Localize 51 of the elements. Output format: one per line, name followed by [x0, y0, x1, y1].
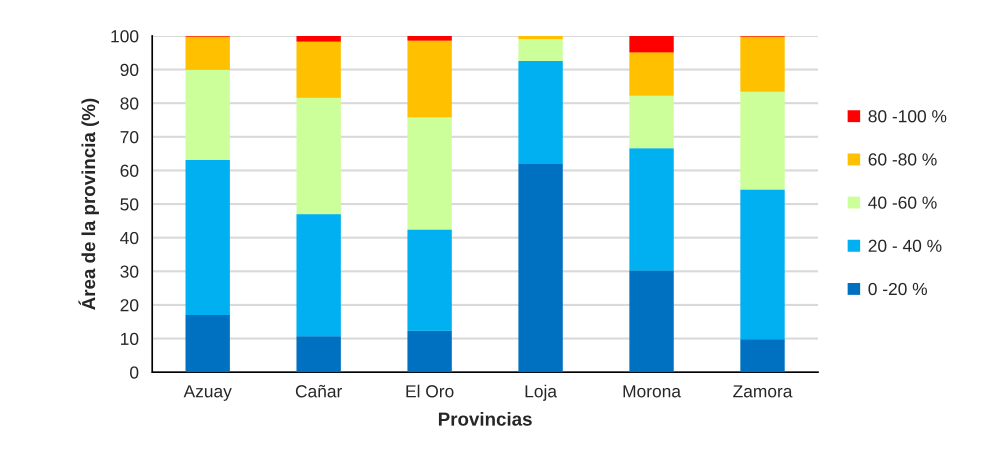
bar — [296, 36, 341, 42]
legend-label: 40 -60 % — [868, 196, 937, 209]
x-tick-label: El Oro — [406, 384, 454, 398]
y-tick-label: 30 — [120, 265, 138, 278]
bar — [296, 336, 341, 372]
bar — [296, 42, 341, 98]
bar — [518, 36, 563, 40]
bar — [518, 164, 563, 372]
bar — [629, 148, 674, 271]
bar — [296, 214, 341, 336]
bar — [740, 36, 785, 92]
legend-label: 0 -20 % — [868, 282, 927, 296]
y-tick-label: 70 — [120, 130, 138, 144]
y-tick-label: 0 — [130, 366, 138, 379]
bar — [629, 96, 674, 148]
y-tick-label: 50 — [120, 198, 138, 211]
bar — [186, 36, 230, 70]
bar — [740, 190, 785, 340]
legend-label: 60 -80 % — [868, 153, 937, 166]
bar — [186, 315, 230, 372]
y-tick-label: 100 — [111, 30, 138, 42]
y-tick-label: 40 — [120, 232, 138, 244]
bar — [186, 70, 230, 160]
x-tick-label: Cañar — [296, 384, 342, 398]
bar — [186, 160, 230, 316]
y-tick-label: 60 — [120, 164, 138, 177]
y-tick-label: 20 — [120, 299, 138, 312]
bar — [407, 36, 452, 41]
x-axis-title: Provincias — [438, 412, 532, 426]
bar — [518, 39, 563, 61]
x-tick-label: Morona — [624, 385, 681, 398]
x-tick-label: Loja — [526, 384, 558, 401]
bar — [407, 330, 452, 372]
y-tick-label: 90 — [120, 64, 138, 76]
bar — [407, 230, 452, 331]
bar — [296, 98, 341, 214]
bar — [629, 36, 674, 52]
bar — [518, 60, 563, 164]
bar — [629, 270, 674, 372]
legend-label: 80 -100 % — [868, 110, 946, 122]
bar — [740, 339, 785, 372]
bar — [629, 52, 674, 96]
bar — [407, 117, 452, 230]
y-tick-label: 10 — [121, 332, 138, 346]
y-axis-title: Área de la provincia (%) — [78, 98, 99, 310]
legend-label: 20 - 40 % — [868, 240, 942, 252]
bar — [740, 92, 785, 190]
x-tick-label: Azuay — [184, 385, 232, 401]
bar — [407, 40, 452, 118]
x-tick-label: Zamora — [733, 385, 792, 398]
y-tick-label: 80 — [120, 97, 138, 110]
